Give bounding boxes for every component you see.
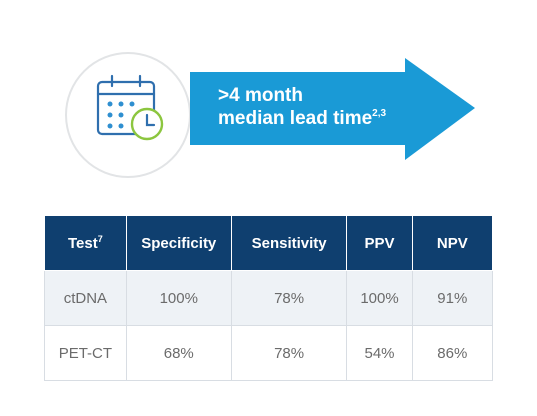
table-cell: 86% <box>411 325 494 381</box>
header-cell: PPV <box>346 215 413 271</box>
header-text: NPV <box>436 234 468 252</box>
table: Test7 Specificity Sensitivity PPV NPV ctDNA 10… <box>44 215 494 381</box>
header-text: Sensitivity <box>251 234 327 252</box>
header-text: Test <box>68 234 98 252</box>
table-cell: 100% <box>125 270 232 326</box>
callout-line: >4 month <box>218 85 303 106</box>
table-cell: 100% <box>346 270 413 326</box>
clock-icon <box>130 107 164 141</box>
table-cell: ctDNA <box>44 270 127 326</box>
callout-line: median lead time2,3 <box>218 107 386 130</box>
header-text: PPV <box>364 234 395 252</box>
table-row: ctDNA 100% 78% 100% 91% <box>44 270 494 326</box>
arrow <box>190 58 475 160</box>
table-cell: 54% <box>346 325 413 381</box>
calendar-icon <box>96 74 156 136</box>
icon-circle <box>65 52 191 178</box>
header-row: Test7 Specificity Sensitivity PPV NPV <box>44 215 494 271</box>
callout: >4 month median lead time2,3 <box>218 84 386 130</box>
table-cell: 78% <box>230 270 348 326</box>
header-cell: Specificity <box>125 215 232 271</box>
table-cell: 91% <box>411 270 494 326</box>
footnote: 7 <box>97 233 103 244</box>
header-cell: Test7 <box>44 215 127 271</box>
callout-text: median lead time <box>218 108 373 129</box>
header-text: Specificity <box>141 234 217 252</box>
footnote: 2,3 <box>372 108 387 119</box>
table-cell: 78% <box>230 325 348 381</box>
graphic <box>65 52 475 178</box>
table-cell: 68% <box>125 325 232 381</box>
calendar-dots <box>107 101 135 129</box>
header-cell: Sensitivity <box>230 215 348 271</box>
table-row: PET-CT 68% 78% 54% 86% <box>44 325 494 381</box>
header-cell: NPV <box>411 215 494 271</box>
table-cell: PET-CT <box>44 325 127 381</box>
